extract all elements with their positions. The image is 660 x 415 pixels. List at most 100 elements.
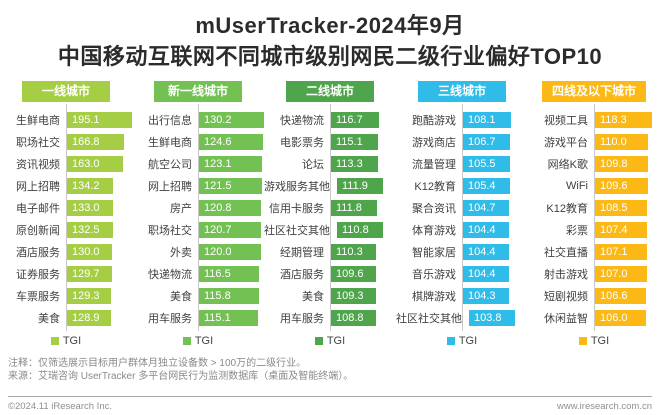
tgi-bar: 104.7 xyxy=(463,200,509,216)
bar-row: 网上招聘 121.5 xyxy=(132,175,264,197)
city-tier-column: 四线及以下城市 视频工具 118.3 游戏平台 110.0 网络K歌 109.8 WiFi 10… xyxy=(528,81,660,347)
tgi-bar: 106.7 xyxy=(463,134,510,150)
axis-line xyxy=(594,104,595,331)
tgi-bar: 104.3 xyxy=(463,288,509,304)
category-label: 用车服务 xyxy=(148,313,192,325)
tgi-bar: 113.3 xyxy=(331,156,378,172)
bar-row: 职场社交 120.7 xyxy=(132,219,264,241)
bar-row: 信用卡服务 111.8 xyxy=(264,197,396,219)
tgi-bar: 104.4 xyxy=(463,244,509,260)
tgi-bar: 129.3 xyxy=(67,288,111,304)
legend-label: TGI xyxy=(590,335,610,347)
tgi-bar: 123.1 xyxy=(199,156,262,172)
category-label: 航空公司 xyxy=(148,159,192,171)
footnotes: 注释：仅筛选展示目标用户群体月独立设备数 > 100万的二级行业。 来源：艾瑞咨… xyxy=(8,357,660,383)
copyright-text: ©2024.11 iResearch Inc. xyxy=(8,401,112,412)
tgi-bar: 128.9 xyxy=(67,310,111,326)
bar-row: WiFi 109.6 xyxy=(528,175,660,197)
category-label: 美食 xyxy=(170,291,192,303)
bar-row: 休闲益智 106.0 xyxy=(528,307,660,329)
legend: TGI xyxy=(50,335,81,347)
legend-swatch xyxy=(314,337,323,345)
axis-line xyxy=(66,104,67,331)
category-label: 彩票 xyxy=(566,225,588,237)
bar-row: 外卖 120.0 xyxy=(132,241,264,263)
axis-line xyxy=(330,104,331,331)
category-label: 车票服务 xyxy=(16,291,60,303)
tgi-bar: 103.8 xyxy=(469,310,515,326)
category-label: 原创新闻 xyxy=(16,225,60,237)
note-source: 来源：艾瑞咨询 UserTracker 多平台网民行为监测数据库（桌面及智能终端… xyxy=(8,371,354,382)
tgi-bar: 120.0 xyxy=(199,244,261,260)
bar-rows: 视频工具 118.3 游戏平台 110.0 网络K歌 109.8 WiFi 109.6 K12教… xyxy=(528,104,660,331)
bar-row: 音乐游戏 104.4 xyxy=(396,263,528,285)
tgi-bar: 107.1 xyxy=(595,244,647,260)
tgi-bar: 163.0 xyxy=(67,156,123,172)
tgi-bar: 109.6 xyxy=(595,178,648,194)
category-label: 休闲益智 xyxy=(544,313,588,325)
tgi-bar: 108.5 xyxy=(595,200,647,216)
tgi-bar: 108.1 xyxy=(463,112,511,128)
category-label: 职场社交 xyxy=(16,137,60,149)
category-label: 智能家居 xyxy=(412,247,456,259)
bar-row: 美食 128.9 xyxy=(0,307,132,329)
bar-row: 游戏服务其他 111.9 xyxy=(264,175,396,197)
category-label: 射击游戏 xyxy=(544,269,588,281)
column-header: 一线城市 xyxy=(22,81,110,102)
category-label: 流量管理 xyxy=(412,159,456,171)
tgi-bar: 109.3 xyxy=(331,288,376,304)
tgi-bar: 111.8 xyxy=(331,200,377,216)
tgi-bar: 107.0 xyxy=(595,266,647,282)
bar-row: 用车服务 115.1 xyxy=(132,307,264,329)
category-label: 外卖 xyxy=(170,247,192,259)
bar-row: 经期管理 110.3 xyxy=(264,241,396,263)
tgi-bar: 129.7 xyxy=(67,266,112,282)
bar-row: 生鲜电商 195.1 xyxy=(0,109,132,131)
footer-bar: ©2024.11 iResearch Inc. www.iresearch.co… xyxy=(8,396,652,412)
tgi-bar: 110.3 xyxy=(331,244,376,260)
legend-label: TGI xyxy=(326,335,346,347)
tgi-bar: 104.4 xyxy=(463,266,509,282)
legend-label: TGI xyxy=(458,335,478,347)
category-label: 信用卡服务 xyxy=(269,203,324,215)
category-label: 游戏服务其他 xyxy=(264,181,330,193)
category-label: 生鲜电商 xyxy=(148,137,192,149)
category-label: 网络K歌 xyxy=(547,159,588,171)
bar-row: 资讯视频 163.0 xyxy=(0,153,132,175)
bar-row: 电子邮件 133.0 xyxy=(0,197,132,219)
category-label: 视频工具 xyxy=(544,115,588,127)
bar-rows: 跑酷游戏 108.1 游戏商店 106.7 流量管理 105.5 K12教育 105.4 聚合资… xyxy=(396,104,528,331)
tgi-bar: 120.8 xyxy=(199,200,261,216)
bar-row: 社交直播 107.1 xyxy=(528,241,660,263)
tgi-bar: 109.8 xyxy=(595,156,648,172)
category-label: 游戏平台 xyxy=(544,137,588,149)
category-label: 快递物流 xyxy=(148,269,192,281)
bar-rows: 快递物流 116.7 电影票务 115.1 论坛 113.3 游戏服务其他 111.9 信用卡服… xyxy=(264,104,396,331)
category-label: 社交直播 xyxy=(544,247,588,259)
bar-rows: 生鲜电商 195.1 职场社交 166.8 资讯视频 163.0 网上招聘 134.2 电子邮件… xyxy=(0,104,132,331)
bar-row: 原创新闻 132.5 xyxy=(0,219,132,241)
tgi-bar: 107.4 xyxy=(595,222,647,238)
category-label: 跑酷游戏 xyxy=(412,115,456,127)
bar-row: 航空公司 123.1 xyxy=(132,153,264,175)
bar-row: 证券服务 129.7 xyxy=(0,263,132,285)
tgi-bar: 120.7 xyxy=(199,222,261,238)
category-label: 快递物流 xyxy=(280,115,324,127)
bar-row: 出行信息 130.2 xyxy=(132,109,264,131)
column-header: 三线城市 xyxy=(418,81,506,102)
note-filter: 注释：仅筛选展示目标用户群体月独立设备数 > 100万的二级行业。 xyxy=(8,358,307,369)
bar-row: 网络K歌 109.8 xyxy=(528,153,660,175)
bar-row: 车票服务 129.3 xyxy=(0,285,132,307)
tgi-bar: 105.4 xyxy=(463,178,510,194)
bar-row: 快递物流 116.5 xyxy=(132,263,264,285)
city-tier-column: 一线城市 生鲜电商 195.1 职场社交 166.8 资讯视频 163.0 网上招聘 134.2… xyxy=(0,81,132,347)
tgi-bar: 109.6 xyxy=(331,266,376,282)
legend-label: TGI xyxy=(194,335,214,347)
column-header: 新一线城市 xyxy=(154,81,242,102)
category-label: 棋牌游戏 xyxy=(412,291,456,303)
tgi-bar: 121.5 xyxy=(199,178,262,194)
category-label: 酒店服务 xyxy=(16,247,60,259)
category-label: 职场社交 xyxy=(148,225,192,237)
legend: TGI xyxy=(446,335,478,347)
